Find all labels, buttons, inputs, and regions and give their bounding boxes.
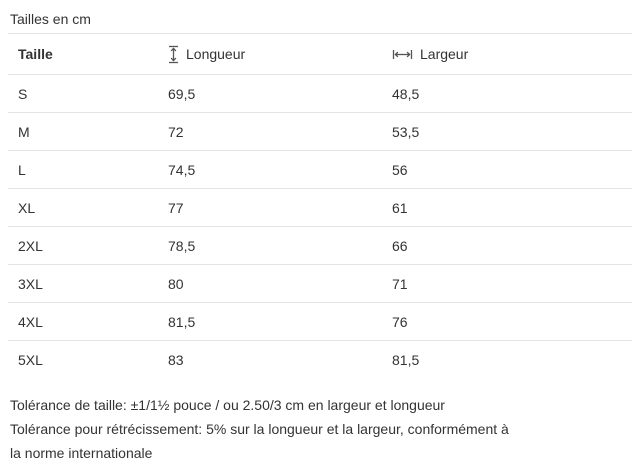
table-row: S 69,5 48,5: [8, 75, 632, 113]
size-cell: 2XL: [18, 237, 43, 254]
table-row: 5XL 83 81,5: [8, 341, 632, 379]
size-cell: 4XL: [18, 313, 43, 330]
column-header-taille: Taille: [8, 46, 158, 62]
length-cell: 69,5: [168, 85, 196, 102]
size-chart-title: Tailles en cm: [8, 8, 632, 34]
length-cell: 80: [168, 275, 184, 292]
table-row: XL 77 61: [8, 189, 632, 227]
tolerance-note-size: Tolérance de taille: ±1/1½ pouce / ou 2.…: [10, 397, 445, 413]
width-cell: 61: [392, 199, 408, 216]
length-cell: 81,5: [168, 313, 196, 330]
tolerance-notes: Tolérance de taille: ±1/1½ pouce / ou 2.…: [8, 379, 518, 465]
size-cell: 5XL: [18, 352, 43, 368]
size-cell: M: [18, 123, 30, 140]
table-row: 3XL 80 71: [8, 265, 632, 303]
column-header-taille-label: Taille: [18, 46, 53, 62]
vertical-measure-icon: [168, 45, 179, 64]
length-cell: 83: [168, 352, 184, 368]
column-header-longueur: Longueur: [158, 45, 382, 64]
length-cell: 72: [168, 123, 184, 140]
table-row: 4XL 81,5 76: [8, 303, 632, 341]
size-table: Taille Longueur: [8, 34, 632, 379]
length-cell: 74,5: [168, 161, 196, 178]
width-cell: 76: [392, 313, 408, 330]
width-cell: 48,5: [392, 85, 420, 102]
width-cell: 66: [392, 237, 408, 254]
size-cell: XL: [18, 199, 36, 216]
width-cell: 71: [392, 275, 408, 292]
column-header-largeur-label: Largeur: [420, 46, 469, 62]
size-cell: S: [18, 85, 28, 102]
table-row: 2XL 78,5 66: [8, 227, 632, 265]
tolerance-note-shrinkage: Tolérance pour rétrécissement: 5% sur la…: [10, 421, 509, 461]
size-cell: L: [18, 161, 26, 178]
width-cell: 81,5: [392, 352, 420, 368]
width-cell: 56: [392, 161, 408, 178]
column-header-largeur: Largeur: [382, 46, 632, 62]
table-row: L 74,5 56: [8, 151, 632, 189]
column-header-longueur-label: Longueur: [186, 46, 246, 62]
width-cell: 53,5: [392, 123, 420, 140]
length-cell: 77: [168, 199, 184, 216]
table-header-row: Taille Longueur: [8, 34, 632, 75]
size-cell: 3XL: [18, 275, 43, 292]
horizontal-measure-icon: [392, 49, 413, 60]
length-cell: 78,5: [168, 237, 196, 254]
table-row: M 72 53,5: [8, 113, 632, 151]
